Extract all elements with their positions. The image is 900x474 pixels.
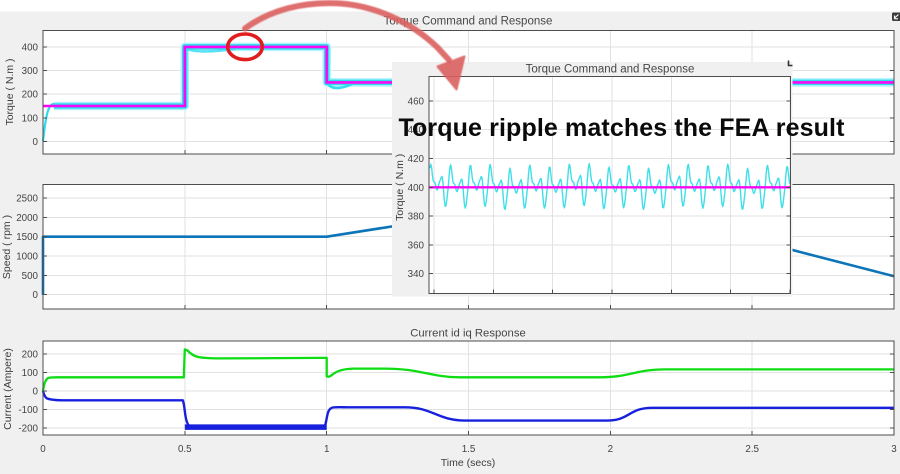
svg-text:380: 380 [408,212,425,223]
svg-text:2: 2 [608,444,613,455]
svg-text:100: 100 [22,113,39,124]
svg-text:200: 200 [22,350,39,361]
svg-text:0: 0 [33,137,39,148]
svg-text:Time (secs): Time (secs) [441,457,495,469]
svg-text:200: 200 [22,90,39,101]
svg-text:2.5: 2.5 [745,444,759,455]
svg-text:2500: 2500 [16,194,38,205]
svg-text:Current id iq Response: Current id iq Response [410,328,526,340]
svg-text:1500: 1500 [16,232,38,243]
svg-text:440: 440 [408,125,425,136]
svg-text:3: 3 [891,444,897,455]
svg-text:-100: -100 [18,405,38,416]
svg-text:1000: 1000 [16,252,38,263]
svg-text:2000: 2000 [16,213,38,224]
svg-text:Torque ( N.m ): Torque ( N.m ) [394,154,406,221]
svg-text:Torque ( N.m ): Torque ( N.m ) [4,58,16,125]
svg-text:-200: -200 [18,424,38,435]
svg-text:0: 0 [33,290,39,301]
svg-text:1.5: 1.5 [462,444,476,455]
svg-text:360: 360 [408,240,425,251]
svg-text:0.5: 0.5 [178,444,192,455]
svg-text:340: 340 [408,269,425,280]
svg-text:460: 460 [408,96,425,107]
svg-text:Torque Command and Response: Torque Command and Response [384,16,553,28]
svg-text:1: 1 [324,444,329,455]
svg-text:420: 420 [408,154,425,165]
svg-text:Speed ( rpm ): Speed ( rpm ) [1,215,13,279]
svg-text:400: 400 [22,42,39,53]
svg-text:0: 0 [33,387,39,398]
svg-text:0: 0 [40,444,46,455]
svg-text:400: 400 [408,183,425,194]
svg-text:500: 500 [22,271,39,282]
svg-text:100: 100 [22,368,39,379]
svg-text:Current (Ampere): Current (Ampere) [2,348,14,430]
svg-text:Torque Command and Response: Torque Command and Response [526,64,695,76]
svg-text:300: 300 [22,66,39,77]
